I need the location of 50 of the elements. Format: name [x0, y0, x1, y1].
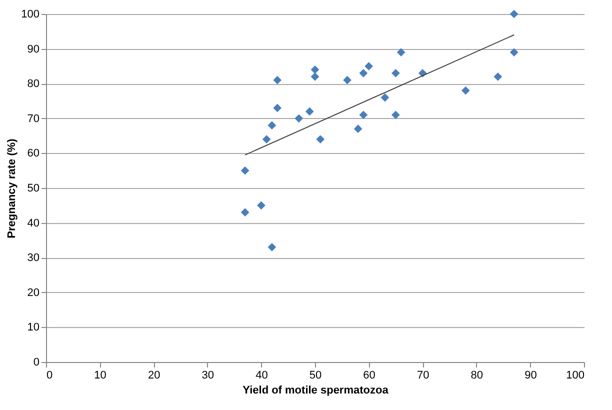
point	[359, 68, 368, 78]
y-axis-title: Pregnancy rate (%)	[6, 138, 18, 238]
point	[257, 201, 266, 210]
point	[268, 242, 276, 252]
point	[316, 135, 325, 144]
point	[392, 110, 400, 120]
point	[494, 72, 502, 81]
x-tick-label: 70	[416, 370, 430, 382]
point	[305, 107, 314, 116]
point	[510, 48, 518, 56]
point	[510, 10, 518, 18]
y-tick-label: 90	[27, 43, 40, 56]
y-tick-label: 40	[27, 217, 40, 230]
x-tick-label: 80	[470, 370, 484, 382]
y-tick-label: 70	[27, 112, 40, 125]
point	[273, 76, 282, 84]
point	[343, 76, 352, 84]
x-tick-label: 0	[46, 370, 53, 382]
x-tick-label: 20	[148, 370, 160, 382]
x-tick-label: 60	[363, 370, 376, 382]
y-tick-label: 20	[27, 286, 40, 299]
x-tick-label: 10	[94, 370, 106, 382]
point	[240, 166, 250, 175]
point	[268, 121, 276, 130]
point	[461, 86, 470, 95]
point	[310, 65, 320, 74]
y-tick-label: 10	[27, 322, 40, 334]
x-tick-label: 90	[524, 370, 537, 382]
x-tick-label: 40	[256, 370, 268, 382]
y-tick-label: 0	[33, 356, 40, 368]
point	[310, 72, 320, 81]
y-tick-label: 30	[27, 252, 40, 264]
point	[240, 208, 250, 217]
y-tick-label: 100	[21, 8, 40, 20]
point	[354, 124, 362, 134]
y-tick-label: 60	[27, 148, 40, 160]
x-tick-label: 30	[202, 370, 214, 382]
point	[262, 135, 271, 144]
point	[396, 48, 406, 56]
x-axis-title: Yield of motile spermatozoa	[242, 384, 390, 396]
x-tick-label: 100	[566, 370, 584, 382]
point	[380, 93, 390, 102]
point	[273, 104, 282, 112]
x-tick-label: 50	[309, 370, 322, 382]
point	[359, 110, 368, 120]
point	[364, 62, 373, 70]
point	[392, 68, 400, 78]
point	[294, 114, 304, 123]
y-tick-label: 80	[27, 78, 40, 90]
y-tick-label: 50	[27, 182, 40, 194]
